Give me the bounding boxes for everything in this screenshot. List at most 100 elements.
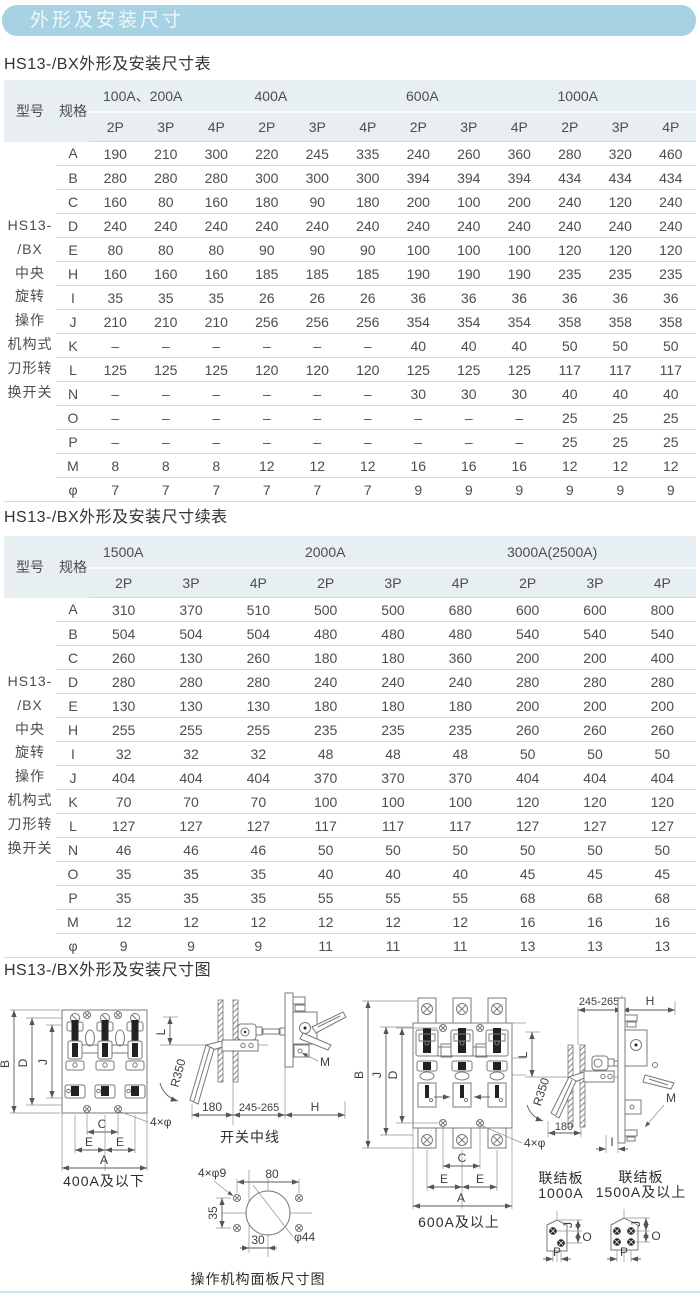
front-view-400a-drawing: B D J 4×φ C E E xyxy=(0,1009,172,1189)
dimension-value: 240 xyxy=(393,141,444,166)
dimension-row: E 80 80 80 90 90 90 100 100 100 120 120 120 xyxy=(4,237,696,262)
dimension-value: 32 xyxy=(157,741,225,766)
pole-subheader: 2P xyxy=(90,112,141,142)
dimension-row: D 240 240 240 240 240 240 240 240 240 240 240 240 xyxy=(4,213,696,238)
dimension-value: 125 xyxy=(90,357,141,382)
dimension-value: 504 xyxy=(90,621,158,646)
page-bottom-rule xyxy=(0,1291,700,1293)
dim-label-A: A xyxy=(457,1191,465,1205)
dimension-value: 100 xyxy=(494,237,545,262)
dimension-value: 125 xyxy=(494,357,545,382)
dimension-value: 480 xyxy=(359,621,427,646)
dimension-row: O – – – – – – – – –25 25 25 xyxy=(4,405,696,430)
dimension-value: 12 xyxy=(426,909,494,934)
plate2-label-line2: 1500A及以上 xyxy=(596,1184,686,1200)
dimension-value: 35 xyxy=(191,285,242,310)
dimension-row: K 70 70 70 100 100 100 120 120 120 xyxy=(4,789,696,814)
dimension-value: 240 xyxy=(544,213,595,238)
column-header-model: 型号 xyxy=(4,80,56,142)
dimension-row: I 35 35 35 26 26 26 36 36 36 36 36 36 xyxy=(4,285,696,310)
dimension-row: M 8 8 8 12 12 12 16 16 16 12 12 12 xyxy=(4,453,696,478)
dimension-value: 320 xyxy=(595,141,646,166)
dimension-value: 504 xyxy=(224,621,292,646)
dimension-value: 25 xyxy=(544,405,595,430)
dim-label-phi44: φ44 xyxy=(294,1230,315,1244)
dimension-value: 68 xyxy=(561,885,629,910)
dimension-value: 48 xyxy=(426,741,494,766)
dimension-value: 35 xyxy=(90,885,158,910)
dimension-value: – xyxy=(241,333,292,358)
dimension-value: 45 xyxy=(493,861,562,886)
model-label: HS13- /BX 中央 旋转 操作 机构式 刀形转 换开关 xyxy=(4,141,56,502)
connection-plate-1500a-drawing: 联结板 1500A及以上 J O P xyxy=(596,1169,686,1262)
dimension-value: 434 xyxy=(645,165,696,190)
dim-label-J: J xyxy=(561,1222,575,1228)
dimension-value: 35 xyxy=(90,861,158,886)
dimension-value: 12 xyxy=(359,909,427,934)
dimension-value: 190 xyxy=(443,261,494,286)
dimension-value: 240 xyxy=(191,213,242,238)
dimension-value: 354 xyxy=(494,309,545,334)
dimension-value: 30 xyxy=(393,381,444,406)
dimension-value: 68 xyxy=(628,885,696,910)
dim-label-80: 80 xyxy=(265,1167,279,1181)
dimension-value: 200 xyxy=(561,645,629,670)
dimension-row: M 12 12 12 12 12 12 16 16 16 xyxy=(4,909,696,934)
dimension-value: 16 xyxy=(494,453,545,478)
dimension-value: 12 xyxy=(292,453,343,478)
dimension-value: 180 xyxy=(359,645,427,670)
dimension-value: 120 xyxy=(493,789,562,814)
dimension-value: 240 xyxy=(443,213,494,238)
dimension-value: 256 xyxy=(342,309,393,334)
dimension-letter: K xyxy=(56,333,90,358)
column-header-model: 型号 xyxy=(4,536,56,598)
dimension-row: P – – – – – – – – –25 25 25 xyxy=(4,429,696,454)
dim-label-E1: E xyxy=(440,1172,448,1186)
dimension-value: 127 xyxy=(157,813,225,838)
panel-caption: 操作机构面板尺寸图 xyxy=(191,1271,326,1287)
dim-label-245-265: 245-265 xyxy=(239,1102,279,1114)
dimension-value: 240 xyxy=(645,189,696,214)
dim-label-D: D xyxy=(386,1070,400,1079)
dimension-value: 117 xyxy=(359,813,427,838)
dimension-value: – xyxy=(90,405,141,430)
dimension-value: 260 xyxy=(90,645,158,670)
dimension-value: 300 xyxy=(292,165,343,190)
dimension-value: – xyxy=(241,405,292,430)
dimension-value: 50 xyxy=(426,837,494,862)
dimension-value: 117 xyxy=(291,813,360,838)
dimension-value: 600 xyxy=(493,597,562,622)
dimension-value: 280 xyxy=(90,669,158,694)
dimension-value: 100 xyxy=(443,189,494,214)
dim-label-O: O xyxy=(582,1230,591,1244)
dimension-value: 55 xyxy=(291,885,360,910)
dimension-value: 354 xyxy=(393,309,444,334)
dim-label-J: J xyxy=(370,1072,384,1078)
dim-label-35: 35 xyxy=(206,1206,220,1220)
dimension-value: – xyxy=(191,381,242,406)
dimension-value: 255 xyxy=(224,717,292,742)
dimension-value: – xyxy=(443,429,494,454)
dimension-letter: O xyxy=(56,861,90,886)
dim-label-D: D xyxy=(16,1058,30,1067)
front-small-caption: 400A及以下 xyxy=(63,1173,145,1189)
dimension-value: 125 xyxy=(393,357,444,382)
dimension-value: 25 xyxy=(595,429,646,454)
model-label-line: 操作 xyxy=(15,768,45,785)
dim-label-245-265: 245-265 xyxy=(579,996,619,1008)
pole-subheader: 4P xyxy=(494,112,545,142)
dimension-value: 370 xyxy=(157,597,225,622)
dimension-value: 160 xyxy=(191,261,242,286)
dimension-value: 394 xyxy=(393,165,444,190)
pole-subheader: 4P xyxy=(342,112,393,142)
dim-label-H: H xyxy=(646,994,655,1008)
dimension-value: 8 xyxy=(140,453,191,478)
column-header-spec: 规格 xyxy=(56,80,90,142)
dimension-value: 36 xyxy=(393,285,444,310)
dimension-value: – xyxy=(393,429,444,454)
dimension-letter: O xyxy=(56,405,90,430)
pole-subheader: 2P xyxy=(544,112,595,142)
dimension-value: 300 xyxy=(241,165,292,190)
dimension-value: 40 xyxy=(291,861,360,886)
